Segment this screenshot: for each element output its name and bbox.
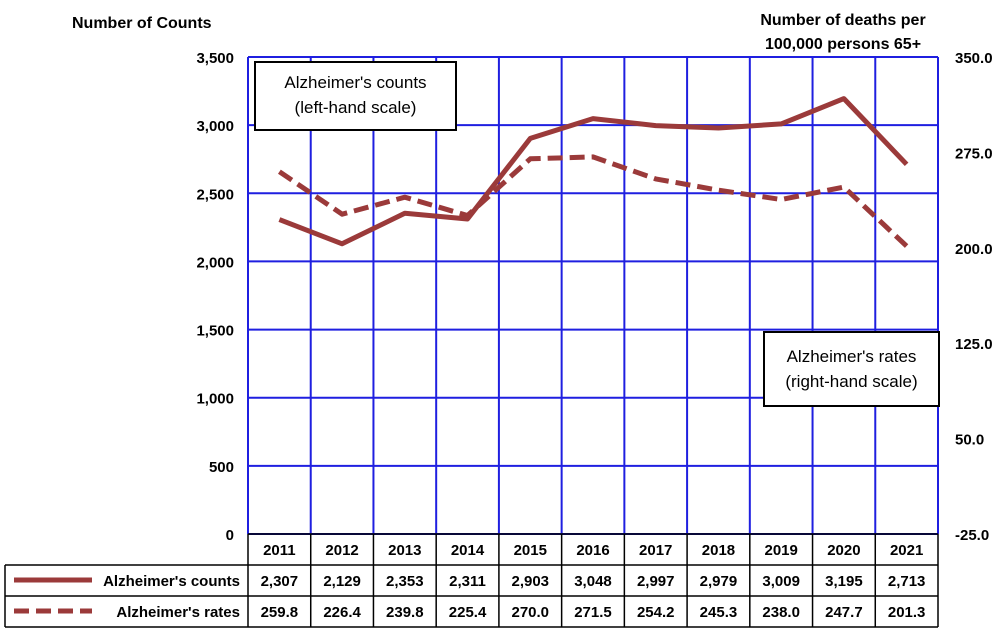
x-tick-label: 2018	[702, 542, 735, 559]
data-table-cell: 2,997	[637, 573, 675, 590]
left-tick-label: 3,000	[196, 118, 234, 135]
series-line-counts	[278, 96, 909, 247]
data-table-cell: 2,713	[888, 573, 926, 590]
x-tick-label: 2012	[325, 542, 358, 559]
x-tick-label: 2019	[764, 542, 797, 559]
legend-label: Alzheimer's counts	[103, 573, 240, 590]
counts-annotation-line1: Alzheimer's counts	[284, 73, 427, 92]
plot-area	[248, 57, 938, 534]
right-tick-label: -25.0	[955, 527, 989, 544]
data-table-cell: 226.4	[323, 604, 361, 621]
data-table-cell: 3,009	[762, 573, 800, 590]
data-table-cell: 2,129	[323, 573, 361, 590]
data-table-cell: 2,311	[449, 573, 486, 590]
right-tick-label: 125.0	[955, 336, 993, 353]
right-axis-title-line1: Number of deaths per	[760, 12, 926, 29]
data-table-cell: 259.8	[261, 604, 299, 621]
data-table-cell: 225.4	[449, 604, 487, 621]
left-tick-label: 3,500	[196, 50, 234, 67]
right-tick-label: 50.0	[955, 432, 984, 449]
rates-annotation-line1: Alzheimer's rates	[786, 347, 917, 366]
counts-annotation: Alzheimer's counts (left-hand scale)	[254, 61, 457, 131]
x-tick-label: 2017	[639, 542, 672, 559]
data-table-cell: 271.5	[574, 604, 612, 621]
data-table-cell: 3,048	[574, 573, 612, 590]
left-tick-label: 1,000	[196, 391, 234, 408]
x-tick-label: 2015	[514, 542, 547, 559]
left-tick-label: 1,500	[196, 323, 234, 340]
left-tick-label: 0	[226, 527, 234, 544]
left-axis-title: Number of Counts	[72, 15, 212, 32]
left-tick-label: 500	[209, 459, 234, 476]
x-tick-label: 2013	[388, 542, 421, 559]
data-table-cell: 2,307	[261, 573, 299, 590]
data-table-cell: 247.7	[825, 604, 863, 621]
right-axis-title: Number of deaths per 100,000 persons 65+	[748, 9, 938, 57]
x-tick-label: 2020	[827, 542, 860, 559]
legend-label: Alzheimer's rates	[116, 604, 240, 621]
data-table-cell: 238.0	[762, 604, 800, 621]
data-table-cell: 201.3	[888, 604, 926, 621]
right-tick-label: 350.0	[955, 50, 993, 67]
data-table-cell: 245.3	[700, 604, 738, 621]
right-axis-title-line2: 100,000 persons 65+	[764, 36, 922, 53]
data-table-cell: 3,195	[825, 573, 863, 590]
left-tick-label: 2,000	[196, 254, 234, 271]
x-tick-label: 2021	[890, 542, 923, 559]
data-table-cell: 239.8	[386, 604, 424, 621]
series-line-rates	[277, 154, 909, 248]
right-tick-label: 275.0	[955, 145, 993, 162]
counts-annotation-line2: (left-hand scale)	[294, 98, 417, 117]
data-table-cell: 2,903	[511, 573, 549, 590]
rates-annotation-line2: (right-hand scale)	[785, 372, 918, 391]
rates-annotation: Alzheimer's rates (right-hand scale)	[763, 331, 940, 407]
left-tick-label: 2,500	[196, 186, 234, 203]
x-tick-label: 2014	[451, 542, 485, 559]
x-tick-label: 2011	[263, 542, 296, 559]
data-table-cell: 254.2	[637, 604, 675, 621]
data-table-cell: 270.0	[511, 604, 549, 621]
x-tick-label: 2016	[576, 542, 609, 559]
data-table-cell: 2,353	[386, 573, 424, 590]
data-table-cell: 2,979	[700, 573, 738, 590]
right-tick-label: 200.0	[955, 241, 993, 258]
